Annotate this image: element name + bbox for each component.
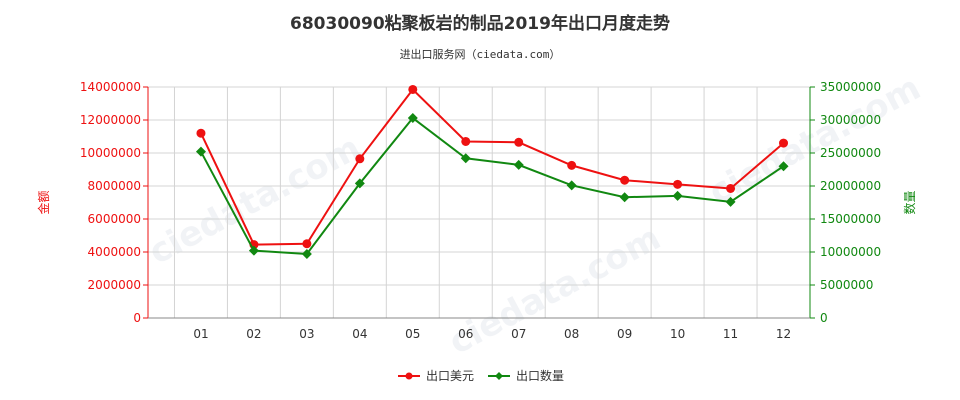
watermark-1: ciedata.com bbox=[442, 218, 667, 363]
series-2 bbox=[195, 113, 789, 259]
left-tick-label: 10000000 bbox=[80, 146, 141, 160]
data-point[interactable] bbox=[514, 137, 524, 147]
series-layer bbox=[195, 84, 789, 259]
x-tick-label: 12 bbox=[776, 327, 791, 341]
left-tick-label: 2000000 bbox=[88, 278, 141, 292]
legend-swatch-marker bbox=[495, 372, 503, 380]
left-tick-label: 4000000 bbox=[88, 245, 141, 259]
data-point[interactable] bbox=[302, 239, 312, 249]
axes bbox=[147, 87, 811, 319]
legend[interactable]: 出口美元 出口数量 bbox=[398, 368, 564, 383]
legend-item[interactable]: 出口数量 bbox=[488, 368, 564, 383]
x-tick-label: 03 bbox=[299, 327, 314, 341]
x-tick-label: 10 bbox=[670, 327, 685, 341]
data-point[interactable] bbox=[408, 84, 418, 94]
data-point[interactable] bbox=[460, 153, 471, 164]
x-tick-label: 02 bbox=[246, 327, 261, 341]
data-point[interactable] bbox=[301, 248, 312, 259]
right-tick-label: 30000000 bbox=[820, 113, 881, 127]
data-point[interactable] bbox=[407, 113, 418, 124]
legend-label: 出口数量 bbox=[516, 368, 564, 383]
legend-item[interactable]: 出口美元 bbox=[398, 369, 474, 383]
series-line bbox=[200, 116, 785, 256]
x-tick-label: 07 bbox=[511, 327, 526, 341]
right-tick-label: 25000000 bbox=[820, 146, 881, 160]
data-point[interactable] bbox=[195, 146, 206, 157]
legend-swatch-marker bbox=[405, 372, 413, 380]
data-point[interactable] bbox=[461, 136, 471, 146]
data-point[interactable] bbox=[673, 179, 683, 189]
right-axis-title: 数量 bbox=[902, 190, 917, 214]
x-tick-label: 11 bbox=[723, 327, 738, 341]
data-point[interactable] bbox=[778, 161, 789, 172]
data-point[interactable] bbox=[196, 128, 206, 138]
chart-subtitle: 进出口服务网（ciedata.com） bbox=[400, 47, 561, 61]
x-axis-ticks: 01 02 03 04 05 06 07 08 09 10 11 12 bbox=[193, 327, 791, 341]
series-1 bbox=[196, 84, 789, 250]
data-point[interactable] bbox=[567, 160, 577, 170]
x-tick-label: 06 bbox=[458, 327, 473, 341]
legend-label: 出口美元 bbox=[426, 369, 474, 383]
right-tick-label: 15000000 bbox=[820, 212, 881, 226]
data-point[interactable] bbox=[620, 175, 630, 185]
left-tick-label: 0 bbox=[133, 311, 141, 325]
data-point[interactable] bbox=[726, 183, 736, 193]
left-axis-ticks: 0 2000000 4000000 6000000 8000000 10000000 120… bbox=[80, 80, 148, 325]
x-tick-label: 04 bbox=[352, 327, 367, 341]
x-tick-label: 05 bbox=[405, 327, 420, 341]
right-tick-label: 5000000 bbox=[820, 278, 873, 292]
right-tick-label: 10000000 bbox=[820, 245, 881, 259]
chart-title: 68030090粘聚板岩的制品2019年出口月度走势 bbox=[290, 13, 670, 34]
data-point[interactable] bbox=[779, 138, 789, 148]
left-tick-label: 6000000 bbox=[88, 212, 141, 226]
right-tick-label: 20000000 bbox=[820, 179, 881, 193]
left-tick-label: 14000000 bbox=[80, 80, 141, 94]
data-point[interactable] bbox=[566, 180, 577, 191]
left-tick-label: 12000000 bbox=[80, 113, 141, 127]
left-tick-label: 8000000 bbox=[88, 179, 141, 193]
data-point[interactable] bbox=[672, 190, 683, 201]
left-axis-title: 金额 bbox=[36, 190, 51, 214]
right-tick-label: 0 bbox=[820, 311, 828, 325]
right-axis-ticks: 0 5000000 10000000 15000000 20000000 25000000… bbox=[810, 80, 881, 325]
data-point[interactable] bbox=[725, 196, 736, 207]
data-point[interactable] bbox=[619, 192, 630, 203]
data-point[interactable] bbox=[354, 178, 365, 189]
x-tick-label: 09 bbox=[617, 327, 632, 341]
series-line bbox=[200, 87, 785, 246]
x-tick-label: 08 bbox=[564, 327, 579, 341]
x-tick-label: 01 bbox=[193, 327, 208, 341]
data-point[interactable] bbox=[355, 154, 365, 164]
data-point[interactable] bbox=[248, 245, 259, 256]
watermark-2: ciedata.com bbox=[702, 68, 927, 213]
right-tick-label: 35000000 bbox=[820, 80, 881, 94]
data-point[interactable] bbox=[513, 159, 524, 170]
